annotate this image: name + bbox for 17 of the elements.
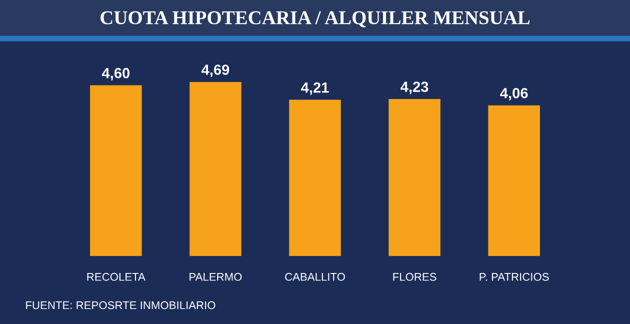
- x-tick-label: PALERMO: [190, 272, 242, 281]
- x-tick-label: FLORES: [393, 272, 436, 281]
- data-label: 4,23: [400, 82, 428, 94]
- data-label: 4,21: [301, 82, 329, 95]
- source-note: FUENTE: REPOSRTE INMOBILIARIO: [26, 301, 216, 310]
- bar: [388, 99, 440, 256]
- bar: [488, 105, 540, 256]
- data-label: 4,69: [201, 64, 230, 78]
- x-tick-label: P. PATRICIOS: [480, 272, 549, 281]
- x-tick-label: CABALLITO: [285, 272, 345, 281]
- bar: [90, 85, 142, 256]
- bar: [289, 100, 341, 256]
- chart-title: CUOTA HIPOTECARIA / ALQUILER MENSUAL: [100, 11, 530, 28]
- bar: [190, 82, 242, 256]
- data-label: 4,06: [500, 88, 528, 100]
- data-label: 4,60: [102, 68, 130, 80]
- x-tick-label: RECOLETA: [87, 272, 146, 281]
